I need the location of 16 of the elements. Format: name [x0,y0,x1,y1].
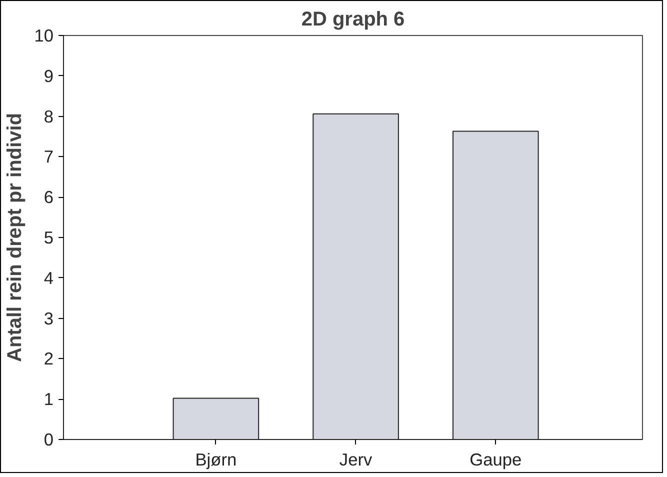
y-tick-label: 10 [34,26,54,46]
x-tick-label: Gaupe [470,450,522,470]
y-tick-label: 2 [44,348,54,369]
chart-title: 2D graph 6 [301,8,405,30]
y-tick-label: 5 [44,228,54,248]
y-tick-label: 0 [44,430,54,450]
y-tick-label: 4 [44,268,54,288]
x-tick-label: Jerv [339,450,372,470]
y-tick-label: 1 [44,389,54,410]
y-tick-label: 7 [44,146,54,167]
y-axis-title: Antall rein drept pr individ [4,113,26,362]
y-tick-label: 3 [44,308,54,328]
x-tick-label: Bjørn [195,450,237,470]
y-tick-label: 6 [44,187,54,208]
y-tick-label: 8 [44,106,54,126]
y-tick-label: 9 [44,66,54,86]
